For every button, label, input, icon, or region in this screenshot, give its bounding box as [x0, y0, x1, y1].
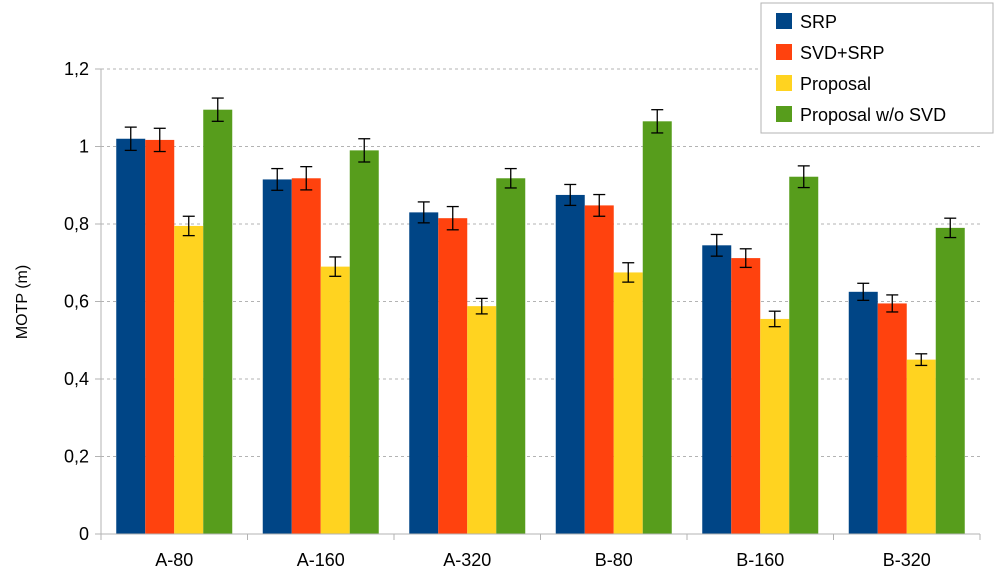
y-tick-label: 0,6 [64, 292, 89, 312]
bar-svd-srp-a-320 [438, 218, 468, 534]
bar-srp-b-320 [848, 291, 878, 534]
y-tick-label: 0,2 [64, 447, 89, 467]
bar-svd-srp-b-80 [584, 205, 614, 534]
axes: 0 0,2 0,4 0,6 0,8 1 1,2 A-80 A-160 A-320 B-80 B-160… [64, 59, 981, 570]
bar-proposal-w-o-svd-b-320 [935, 227, 965, 534]
bar-svd-srp-b-160 [731, 258, 761, 534]
bar-srp-b-80 [555, 194, 585, 534]
legend-label: SRP [800, 12, 837, 32]
legend-label: Proposal [800, 74, 871, 94]
x-tick-label: A-160 [297, 550, 345, 570]
bar-proposal-w-o-svd-a-80 [203, 109, 233, 534]
y-tick-label: 0,4 [64, 369, 89, 389]
x-tick-label: B-320 [883, 550, 931, 570]
bar-proposal-a-160 [320, 266, 350, 534]
y-tick-label: 1 [79, 137, 89, 157]
y-tick-label: 0,8 [64, 214, 89, 234]
x-tick-label: B-80 [595, 550, 633, 570]
legend-box [760, 2, 994, 134]
bar-proposal-a-320 [467, 306, 497, 534]
bar-proposal-a-80 [174, 225, 204, 534]
bar-proposal-w-o-svd-a-320 [496, 178, 526, 534]
bar-srp-a-160 [262, 179, 292, 534]
bar-proposal-w-o-svd-b-80 [642, 121, 672, 534]
legend-swatch [776, 106, 792, 122]
y-tick-label: 0 [79, 524, 89, 544]
bar-svd-srp-a-80 [145, 139, 175, 534]
bar-srp-b-160 [702, 245, 732, 534]
legend-label: Proposal w/o SVD [800, 105, 946, 125]
grid-lines [101, 68, 980, 457]
bars [116, 97, 965, 534]
bar-proposal-w-o-svd-a-160 [349, 150, 379, 534]
y-axis-title: MOTP (m) [14, 265, 31, 339]
bar-svd-srp-b-320 [877, 303, 907, 534]
legend-label: SVD+SRP [800, 43, 885, 63]
bar-srp-a-80 [116, 138, 146, 534]
legend-swatch [776, 75, 792, 91]
bar-srp-a-320 [409, 212, 439, 534]
bar-proposal-w-o-svd-b-160 [789, 176, 819, 534]
legend-swatch [776, 44, 792, 60]
x-tick-label: B-160 [736, 550, 784, 570]
x-tick-label: A-320 [443, 550, 491, 570]
bar-svd-srp-a-160 [291, 178, 321, 534]
bar-proposal-b-160 [760, 318, 790, 534]
x-tick-label: A-80 [155, 550, 193, 570]
legend: SRP SVD+SRP Proposal Proposal w/o SVD [760, 2, 994, 134]
legend-swatch [776, 13, 792, 29]
y-tick-label: 1,2 [64, 59, 89, 79]
bar-proposal-b-320 [906, 359, 936, 534]
bar-proposal-b-80 [613, 272, 643, 534]
